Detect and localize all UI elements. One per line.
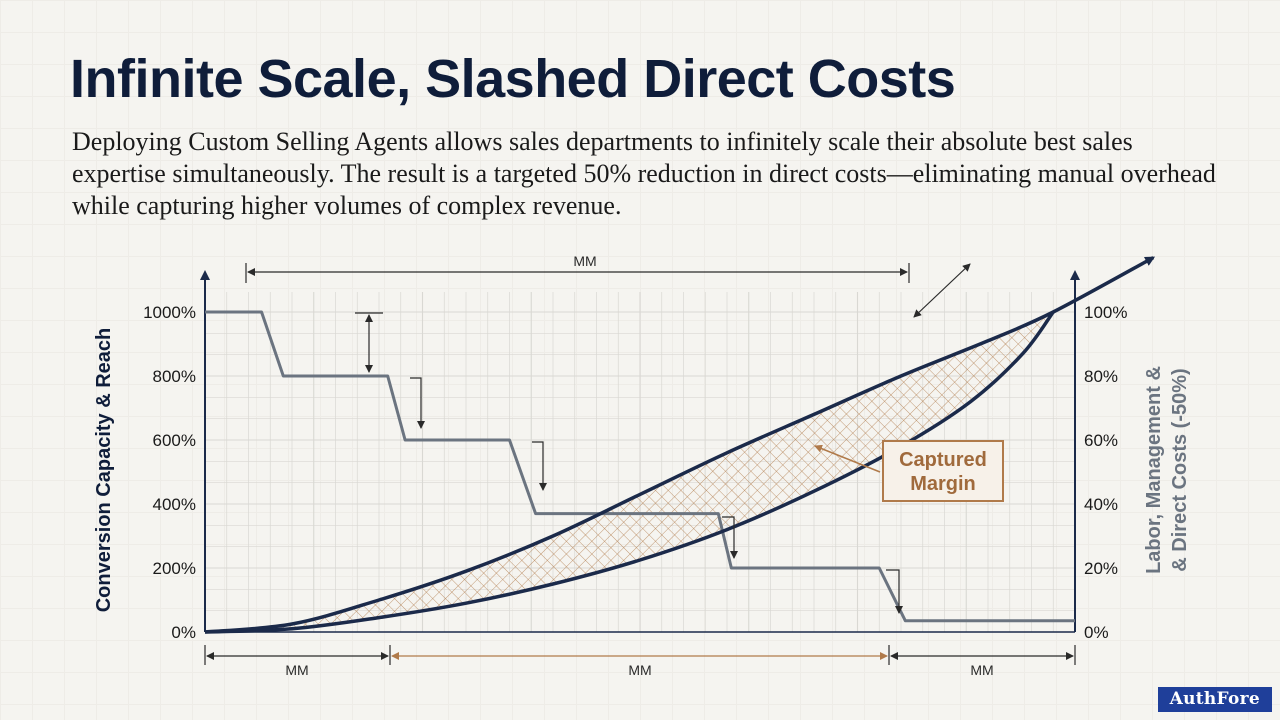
step-arrow-5 — [886, 569, 903, 614]
left-tick-label: 600% — [153, 431, 196, 450]
top-dimension-label: MM — [573, 253, 596, 269]
series-capacity-lower-line — [204, 310, 1055, 634]
left-tick-label: 400% — [153, 495, 196, 514]
callout-text-line-1: Captured — [899, 449, 987, 471]
callout-box — [882, 440, 1004, 502]
series-capacity-upper-line — [204, 256, 1156, 634]
top-dimension: MM — [245, 253, 910, 283]
left-axis-label: Conversion Capacity & Reach — [93, 328, 115, 613]
callout-pointer — [814, 444, 881, 473]
step-arrow-4 — [722, 516, 738, 559]
series-direct-costs-line — [205, 310, 1075, 623]
right-axis-ticks: 0% 20% 40% 60% 80% 100% — [1084, 303, 1127, 642]
bottom-dimensions: MM MM MM — [204, 645, 1076, 678]
bottom-dimension-label-3: MM — [970, 662, 993, 678]
page-title: Infinite Scale, Slashed Direct Costs — [70, 49, 956, 109]
bottom-dimension-label-1: MM — [285, 662, 308, 678]
left-tick-label: 0% — [171, 623, 196, 642]
bottom-dimension-label-2: MM — [628, 662, 651, 678]
right-tick-label: 20% — [1084, 559, 1118, 578]
right-tick-label: 40% — [1084, 495, 1118, 514]
captured-margin-callout: Captured Margin — [814, 440, 1004, 502]
page-subtitle: Deploying Custom Selling Agents allows s… — [72, 127, 1216, 220]
right-axis-label-line-1: Labor, Management & — [1143, 366, 1165, 574]
right-tick-label: 80% — [1084, 367, 1118, 386]
step-arrow-3 — [532, 441, 547, 491]
tip-arrow — [913, 263, 971, 318]
left-tick-label: 1000% — [143, 303, 196, 322]
left-tick-label: 200% — [153, 559, 196, 578]
right-axis-label: Labor, Management & & Direct Costs (-50%… — [1143, 366, 1191, 574]
right-tick-label: 100% — [1084, 303, 1127, 322]
left-tick-label: 800% — [153, 367, 196, 386]
step-arrow-2 — [410, 377, 425, 429]
brand-logo: AuthFore — [1157, 687, 1272, 712]
right-axis-label-line-2: & Direct Costs (-50%) — [1169, 368, 1191, 571]
step-annotations — [355, 263, 971, 614]
right-tick-label: 0% — [1084, 623, 1109, 642]
callout-text-line-2: Margin — [910, 473, 976, 495]
left-axis-ticks: 0% 200% 400% 600% 800% 1000% — [143, 303, 196, 642]
right-tick-label: 60% — [1084, 431, 1118, 450]
